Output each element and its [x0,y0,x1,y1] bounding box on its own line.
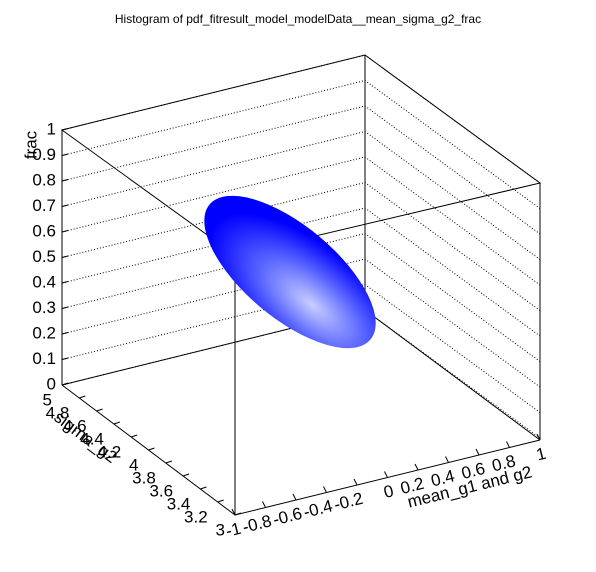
x-tick-label: -0.4 [302,496,335,522]
x-tick [475,448,480,456]
z-tick-label: 0.3 [32,298,56,317]
z-tick-label: 0.2 [32,323,56,342]
y-tick-label: 4.4 [80,429,104,448]
x-tick-label: 1 [534,444,548,465]
y-tick-label: 4 [129,455,138,474]
y-tick-label: 4.6 [63,416,87,435]
z-tick [61,179,69,182]
z-tick-label: 1 [47,119,56,138]
y-tick [131,434,138,438]
z-tick [61,255,69,258]
x-tick [384,471,388,478]
x-tick [445,456,449,463]
x-tick-label: -1 [224,519,243,541]
z-tick-label: 0 [47,374,56,393]
y-tick-label: 5 [43,390,52,409]
grid-line [61,105,541,235]
y-tick-label: 3.8 [132,468,156,487]
y-tick [182,473,190,477]
y-tick-label: 3.4 [167,494,191,513]
x-tick-label: 0 [382,481,396,502]
x-tick [414,463,419,471]
y-tick-label: 3.6 [149,481,173,500]
chart-title: Histogram of pdf_fitresult_model_modelDa… [115,12,481,26]
z-tick-label: 0.5 [32,247,56,266]
z-axis-title: frac [21,130,40,159]
x-tick [231,508,236,516]
y-tick [148,447,155,451]
pdf-surface [204,195,376,349]
y-tick [96,408,103,412]
z-tick [61,204,69,207]
z-tick-label: 0.8 [32,170,56,189]
z-tick [61,281,69,284]
y-tick [113,421,121,425]
z-tick-label: 0.7 [32,196,56,215]
z-tick [61,357,69,360]
y-tick [165,460,172,464]
y-tick [79,395,86,399]
y-tick-label: 4.8 [46,403,70,422]
x-tick [323,486,327,493]
y-tick [217,499,224,503]
z-tick [61,332,69,335]
y-tick [234,512,242,516]
y-tick-label: 3.2 [184,507,208,526]
z-tick-label: 0.9 [32,145,56,164]
x-tick [506,441,510,448]
y-tick [61,382,69,386]
z-tick [61,230,69,233]
z-tick [61,306,69,309]
grid-line [61,79,541,209]
y-tick [200,486,207,490]
z-tick [61,153,69,156]
x-tick [292,493,297,501]
x-tick-label: -0.2 [332,489,365,515]
grid-line [61,54,541,184]
x-tick [536,433,541,441]
x-tick-label: -0.6 [271,504,304,530]
y-tick-label: 4.2 [98,442,122,461]
y-tick-label: 3 [216,520,225,539]
x-tick [353,478,358,486]
z-tick-label: 0.6 [32,221,56,240]
x-tick-label: -0.8 [241,511,274,537]
x-tick [262,501,266,508]
z-tick-label: 0.1 [32,349,56,368]
z-tick-label: 0.4 [32,272,56,291]
z-tick [61,128,69,131]
